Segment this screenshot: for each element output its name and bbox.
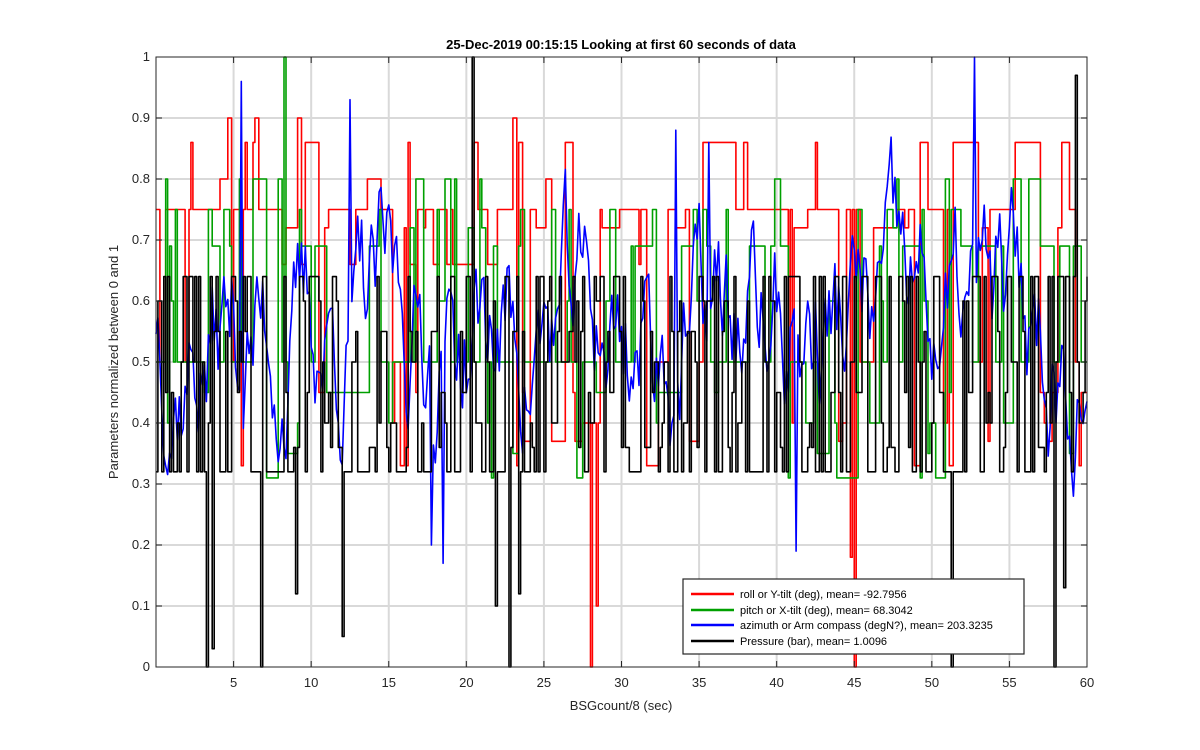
y-axis-label: Parameters normalized between 0 and 1 (106, 245, 121, 479)
y-tick-label: 0.5 (132, 354, 150, 369)
y-tick-label: 0.9 (132, 110, 150, 125)
y-tick-label: 1 (143, 49, 150, 64)
series-layer (155, 56, 1088, 668)
x-tick-label: 35 (692, 675, 706, 690)
legend-label-azimuth: azimuth or Arm compass (degN?), mean= 20… (740, 620, 993, 632)
x-tick-label: 5 (230, 675, 237, 690)
legend-label-pitch: pitch or X-tilt (deg), mean= 68.3042 (740, 605, 913, 617)
legend: roll or Y-tilt (deg), mean= -92.7956 pit… (682, 578, 1025, 655)
y-tick-label: 0.4 (132, 415, 150, 430)
pressure-series-line (156, 56, 1088, 668)
legend-label-roll: roll or Y-tilt (deg), mean= -92.7956 (740, 589, 907, 601)
y-tick-label: 0 (143, 659, 150, 674)
y-tick-label: 0.3 (132, 476, 150, 491)
roll-series-line (156, 117, 1087, 668)
legend-box (682, 578, 1025, 655)
pitch-series-line (156, 56, 1087, 479)
x-tick-label: 20 (459, 675, 473, 690)
x-tick-label: 55 (1002, 675, 1016, 690)
y-tick-label: 0.8 (132, 171, 150, 186)
x-tick-label: 30 (614, 675, 628, 690)
y-tick-label: 0.2 (132, 537, 150, 552)
x-tick-label: 40 (769, 675, 783, 690)
x-tick-label: 25 (537, 675, 551, 690)
legend-label-pressure: Pressure (bar), mean= 1.0096 (740, 636, 887, 648)
ticks: 5 10 15 20 25 30 35 40 45 50 55 60 0 0.1 0.2 0.3 0.4 0.5 0… (132, 49, 1094, 690)
x-axis-label: BSGcount/8 (sec) (570, 698, 673, 713)
chart-title: 25-Dec-2019 00:15:15 Looking at first 60… (446, 37, 796, 52)
azimuth-series-line (155, 56, 1088, 565)
x-tick-label: 15 (382, 675, 396, 690)
x-tick-label: 45 (847, 675, 861, 690)
y-tick-label: 0.1 (132, 598, 150, 613)
x-tick-label: 50 (925, 675, 939, 690)
x-tick-label: 10 (304, 675, 318, 690)
x-tick-label: 60 (1080, 675, 1094, 690)
y-tick-label: 0.6 (132, 293, 150, 308)
y-tick-label: 0.7 (132, 232, 150, 247)
